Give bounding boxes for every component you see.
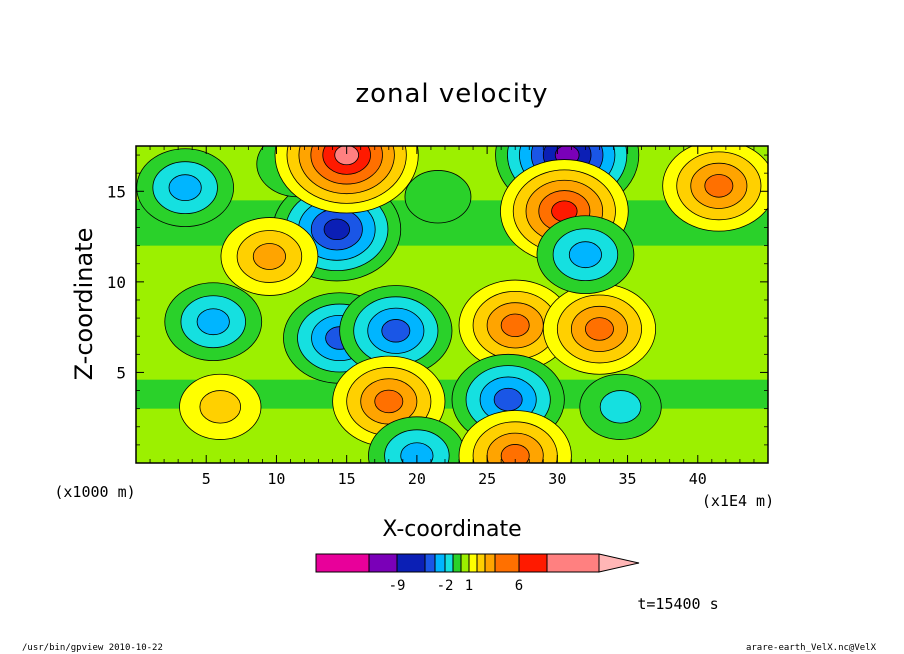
contour-band <box>500 444 530 463</box>
contour-band <box>199 390 242 424</box>
colorbar-segment <box>368 553 398 573</box>
field-feature <box>458 410 572 463</box>
footer-left: /usr/bin/gpview 2010-10-22 <box>22 643 163 653</box>
x-tick-label: 30 <box>548 470 566 488</box>
field-feature <box>536 215 635 295</box>
chart-title: zonal velocity <box>355 79 548 109</box>
colorbar-segment <box>494 553 520 573</box>
x-axis-ticks: 5 10 15 20 25 30 35 40 <box>149 146 755 488</box>
colorbar-segment <box>452 553 462 573</box>
colorbar-segment <box>460 553 470 573</box>
field-feature <box>136 148 235 228</box>
x-tick-label: 5 <box>202 470 211 488</box>
contour-band <box>704 174 734 198</box>
contour-band <box>493 387 523 412</box>
field-feature <box>220 217 319 296</box>
contour-band <box>334 146 360 166</box>
contour-band <box>599 390 642 424</box>
contour-band <box>500 313 530 338</box>
field-feature <box>542 283 657 375</box>
colorbar-label: 1 <box>465 578 473 594</box>
y-tick-label: 15 <box>107 182 126 201</box>
x-tick-label: 15 <box>338 470 356 488</box>
colorbar-arrow <box>598 553 640 573</box>
colorbar-label: 6 <box>515 578 523 594</box>
field-feature <box>579 373 662 440</box>
y-axis-unit: (x1000 m) <box>54 483 135 501</box>
colorbar-label: -2 <box>437 578 454 594</box>
colorbar-segment <box>424 553 436 573</box>
colorbar-segment <box>315 553 370 573</box>
contour-band <box>323 218 351 241</box>
field-feature <box>662 146 768 232</box>
colorbar-label: -9 <box>389 578 406 594</box>
y-axis-ticks: 5 10 15 <box>107 154 768 446</box>
contour-band <box>381 319 411 343</box>
x-tick-label: 25 <box>478 470 496 488</box>
colorbar-segment <box>468 553 478 573</box>
field-feature <box>404 170 472 224</box>
colorbar: -9 -2 1 6 <box>315 553 640 594</box>
colorbar-segment <box>434 553 446 573</box>
x-tick-label: 10 <box>267 470 285 488</box>
x-tick-label: 35 <box>619 470 637 488</box>
contour-band <box>168 174 202 202</box>
field-feature <box>179 373 262 440</box>
x-axis-label: X-coordinate <box>382 517 521 542</box>
colorbar-segment <box>396 553 426 573</box>
y-tick-label: 10 <box>107 273 126 292</box>
x-axis-unit: (x1E4 m) <box>702 492 774 510</box>
y-tick-label: 5 <box>116 363 126 382</box>
contour-band <box>585 317 614 341</box>
contour-band <box>404 170 472 224</box>
x-tick-label: 40 <box>689 470 707 488</box>
colorbar-segment <box>444 553 454 573</box>
contour-band <box>374 389 404 414</box>
time-label: t=15400 s <box>637 595 718 613</box>
field-feature <box>458 279 572 372</box>
colorbar-segment <box>546 553 600 573</box>
contour-band <box>252 243 286 270</box>
contour-band <box>400 442 434 463</box>
contour-band <box>568 241 602 269</box>
colorbar-segment <box>484 553 496 573</box>
field-feature <box>368 416 466 463</box>
x-tick-label: 20 <box>408 470 426 488</box>
field-feature <box>164 282 263 362</box>
velocity-field <box>136 146 768 463</box>
contour-band <box>196 308 230 336</box>
colorbar-segment <box>518 553 548 573</box>
colorbar-segment <box>476 553 486 573</box>
field-feature <box>274 146 419 214</box>
footer-right: arare-earth_VelX.nc@VelX <box>746 643 877 653</box>
plot-frame <box>135 145 769 464</box>
y-axis-label: Z-coordinate <box>70 228 98 381</box>
